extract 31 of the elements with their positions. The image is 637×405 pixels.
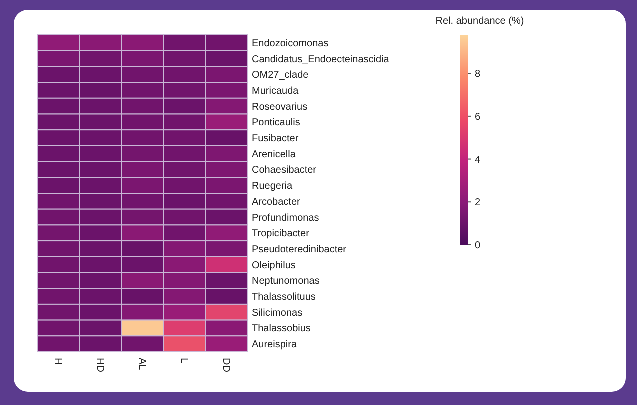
y-tick-label: Oleiphilus (252, 260, 296, 272)
x-tick-label: DD (220, 358, 232, 372)
y-tick-label: Profundimonas (252, 212, 320, 224)
y-tick-label: Silicimonas (252, 308, 303, 319)
color-bar-title: Rel. abundance (%) (436, 16, 524, 27)
y-tick-label: Tropicibacter (252, 228, 310, 240)
y-tick-label: Candidatus_Endoecteinascidia (252, 54, 390, 66)
y-tick-label: Thalassobius (252, 324, 311, 335)
y-tick-label: Roseovarius (252, 102, 308, 113)
y-tick-label: Arenicella (252, 149, 296, 160)
y-tick-label: Fusibacter (252, 134, 300, 145)
y-tick-label: Pseudoteredinibacter (252, 244, 348, 256)
y-tick-label: Arcobacter (252, 196, 302, 208)
x-tick-label: L (178, 358, 190, 364)
color-bar-label: 8 (475, 69, 481, 80)
y-tick-label: Thalassolituus (252, 292, 316, 304)
color-bar-label: 6 (475, 112, 481, 123)
x-tick-label: H (52, 358, 64, 366)
x-tick-label: HD (94, 358, 106, 372)
y-tick-label: Muricauda (252, 86, 300, 97)
color-bar-label: 2 (475, 198, 481, 209)
y-tick-label: Endozoicomonas (252, 38, 329, 50)
y-tick-label: OM27_clade (252, 70, 310, 82)
color-bar-label: 0 (475, 240, 481, 252)
y-tick-label: Ponticaulis (252, 118, 300, 129)
y-tick-label: Neptunomonas (252, 276, 320, 288)
y-tick-label: Cohaesibacter (252, 165, 318, 176)
y-tick-label: Aureispira (252, 340, 298, 351)
y-tick-label: Ruegeria (252, 181, 294, 192)
x-tick-label: AL (136, 358, 148, 371)
color-bar-label: 4 (475, 154, 481, 166)
